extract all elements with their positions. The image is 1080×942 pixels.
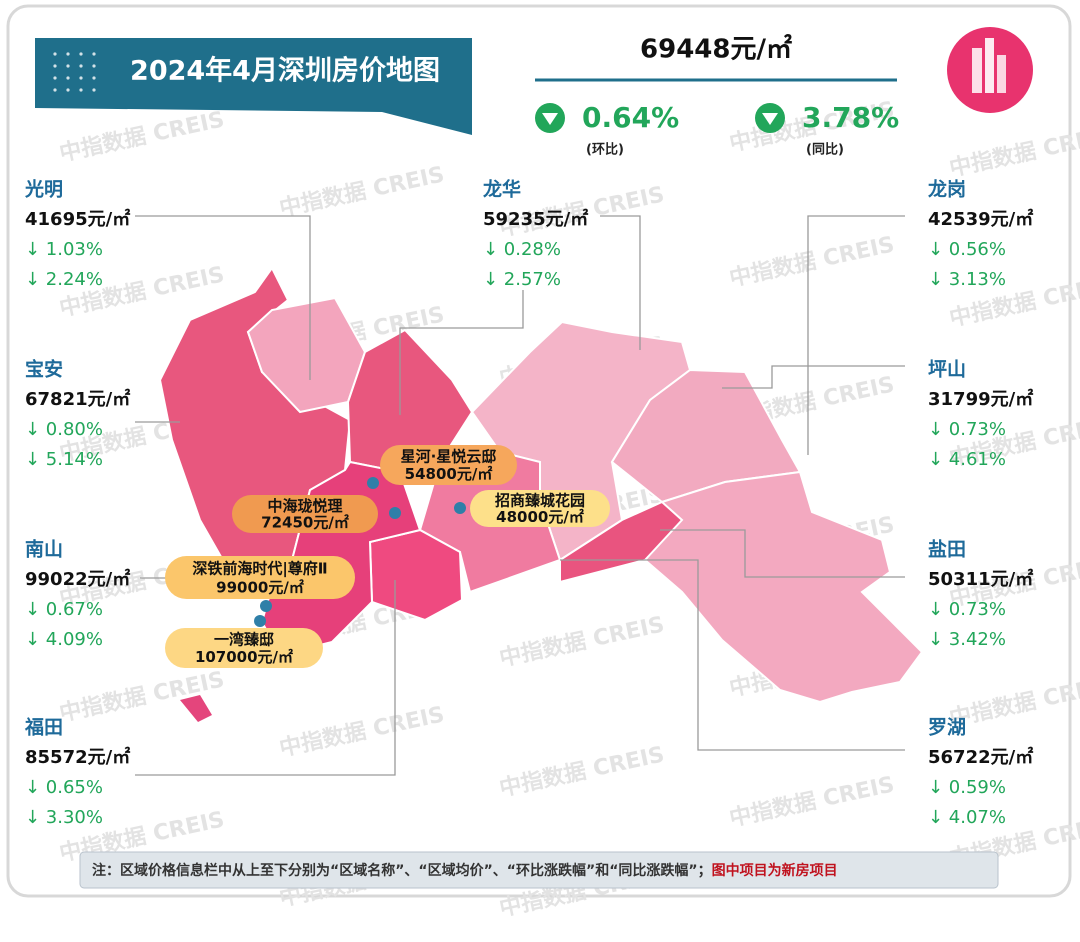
map bbox=[158, 266, 924, 722]
project-dot bbox=[260, 600, 272, 612]
leader-line bbox=[660, 529, 905, 578]
leader-line bbox=[722, 365, 905, 389]
banner bbox=[35, 38, 472, 135]
district-yoy: ↓ 3.13% bbox=[928, 269, 1006, 290]
district-mom: ↓ 1.03% bbox=[25, 239, 103, 260]
title-banner: 2024年4月深圳房价地图 bbox=[35, 38, 472, 135]
project-pill bbox=[165, 628, 323, 668]
project-pill bbox=[232, 495, 378, 533]
project-pill bbox=[380, 445, 517, 485]
project-name: 中海珑悦理 bbox=[267, 497, 342, 515]
leader-line bbox=[399, 290, 524, 415]
luohu-region-b bbox=[559, 500, 684, 584]
note: 注：区域价格信息栏中从上至下分别为“区域名称”、“区域均价”、“环比涨跌幅”和“… bbox=[92, 862, 838, 879]
district-price: 56722元/㎡ bbox=[928, 746, 1033, 768]
project-name: 招商臻城花园 bbox=[495, 492, 585, 510]
island bbox=[180, 695, 212, 722]
district-yoy: ↓ 3.30% bbox=[25, 807, 103, 828]
change-value: 0.64% bbox=[582, 101, 679, 134]
leader-line bbox=[135, 580, 396, 776]
overall-price: 69448元/㎡ bbox=[640, 34, 792, 65]
project-dot bbox=[389, 507, 401, 519]
note-bg bbox=[79, 851, 999, 889]
project-name: 星河·星悦云邸 bbox=[401, 448, 497, 466]
project-price: 99000元/㎡ bbox=[216, 578, 304, 596]
district-price: 85572元/㎡ bbox=[25, 746, 130, 768]
project-price: 54800元/㎡ bbox=[405, 465, 493, 483]
leader-line bbox=[560, 559, 905, 751]
district-mom: ↓ 0.67% bbox=[25, 599, 103, 620]
district-yoy: ↓ 4.07% bbox=[928, 807, 1006, 828]
project-price: 107000元/㎡ bbox=[195, 648, 293, 666]
district-name: 龙华 bbox=[483, 178, 521, 201]
district-name: 龙岗 bbox=[928, 178, 966, 201]
district-name: 福田 bbox=[24, 716, 63, 739]
districts: 光明 41695元/㎡ ↓ 1.03% ↓ 2.24% 宝安 67821元/㎡ ↓ 0.80… bbox=[24, 178, 1033, 829]
district-yoy: ↓ 4.09% bbox=[25, 629, 103, 650]
project-name: 深铁前海时代|尊府Ⅱ bbox=[192, 559, 327, 578]
district-price: 31799元/㎡ bbox=[928, 388, 1033, 410]
project-price: 72450元/㎡ bbox=[261, 514, 349, 532]
dots bbox=[53, 52, 96, 92]
district-yoy: ↓ 2.24% bbox=[25, 269, 103, 290]
district-price: 59235元/㎡ bbox=[483, 208, 588, 230]
project-pill bbox=[470, 490, 610, 527]
leader-line bbox=[600, 215, 641, 350]
project-dot bbox=[367, 477, 379, 489]
project-dot bbox=[254, 615, 266, 627]
district-yoy: ↓ 2.57% bbox=[483, 269, 561, 290]
district-price: 41695元/㎡ bbox=[25, 208, 130, 230]
district-name: 光明 bbox=[24, 178, 63, 201]
district-mom: ↓ 0.59% bbox=[928, 777, 1006, 798]
district-yoy: ↓ 5.14% bbox=[25, 449, 103, 470]
district-yoy: ↓ 3.42% bbox=[928, 629, 1006, 650]
district-price: 42539元/㎡ bbox=[928, 208, 1033, 230]
leader-line bbox=[807, 215, 905, 455]
district-name: 宝安 bbox=[25, 358, 63, 381]
project-pill bbox=[165, 556, 355, 599]
district-name: 坪山 bbox=[928, 359, 966, 381]
project-price: 48000元/㎡ bbox=[496, 508, 584, 526]
overall-changes: 0.64% (环比) 3.78% (同比) bbox=[535, 101, 899, 158]
change-label: (环比) bbox=[586, 142, 624, 158]
leader-line bbox=[135, 215, 311, 380]
district-mom: ↓ 0.56% bbox=[928, 239, 1006, 260]
district-mom: ↓ 0.73% bbox=[928, 419, 1006, 440]
district-price: 67821元/㎡ bbox=[25, 388, 130, 410]
district-mom: ↓ 0.80% bbox=[25, 419, 103, 440]
note-bar: 注：区域价格信息栏中从上至下分别为“区域名称”、“区域均价”、“环比涨跌幅”和“… bbox=[79, 851, 999, 889]
district-mom: ↓ 0.65% bbox=[25, 777, 103, 798]
district-price: 99022元/㎡ bbox=[25, 568, 130, 590]
note-text: 注：区域价格信息栏中从上至下分别为“区域名称”、“区域均价”、“环比涨跌幅”和“… bbox=[92, 862, 712, 879]
district-name: 罗湖 bbox=[928, 717, 966, 739]
change-label: (同比) bbox=[806, 142, 844, 158]
project-name: 一湾臻邸 bbox=[214, 631, 274, 649]
district-mom: ↓ 0.73% bbox=[928, 599, 1006, 620]
logo bbox=[947, 27, 1033, 113]
district-mom: ↓ 0.28% bbox=[483, 239, 561, 260]
change-value: 3.78% bbox=[802, 101, 899, 134]
leader-lines bbox=[135, 215, 905, 776]
project-dot bbox=[454, 502, 466, 514]
district-yoy: ↓ 4.61% bbox=[928, 449, 1006, 470]
down-arrow bbox=[762, 113, 778, 125]
title: 2024年4月深圳房价地图 bbox=[130, 55, 440, 87]
down-arrow bbox=[542, 113, 558, 125]
district-name: 盐田 bbox=[928, 538, 966, 561]
district-name: 南山 bbox=[25, 539, 63, 561]
district-price: 50311元/㎡ bbox=[928, 568, 1033, 590]
note-highlight: 图中项目为新房项目 bbox=[712, 862, 838, 879]
